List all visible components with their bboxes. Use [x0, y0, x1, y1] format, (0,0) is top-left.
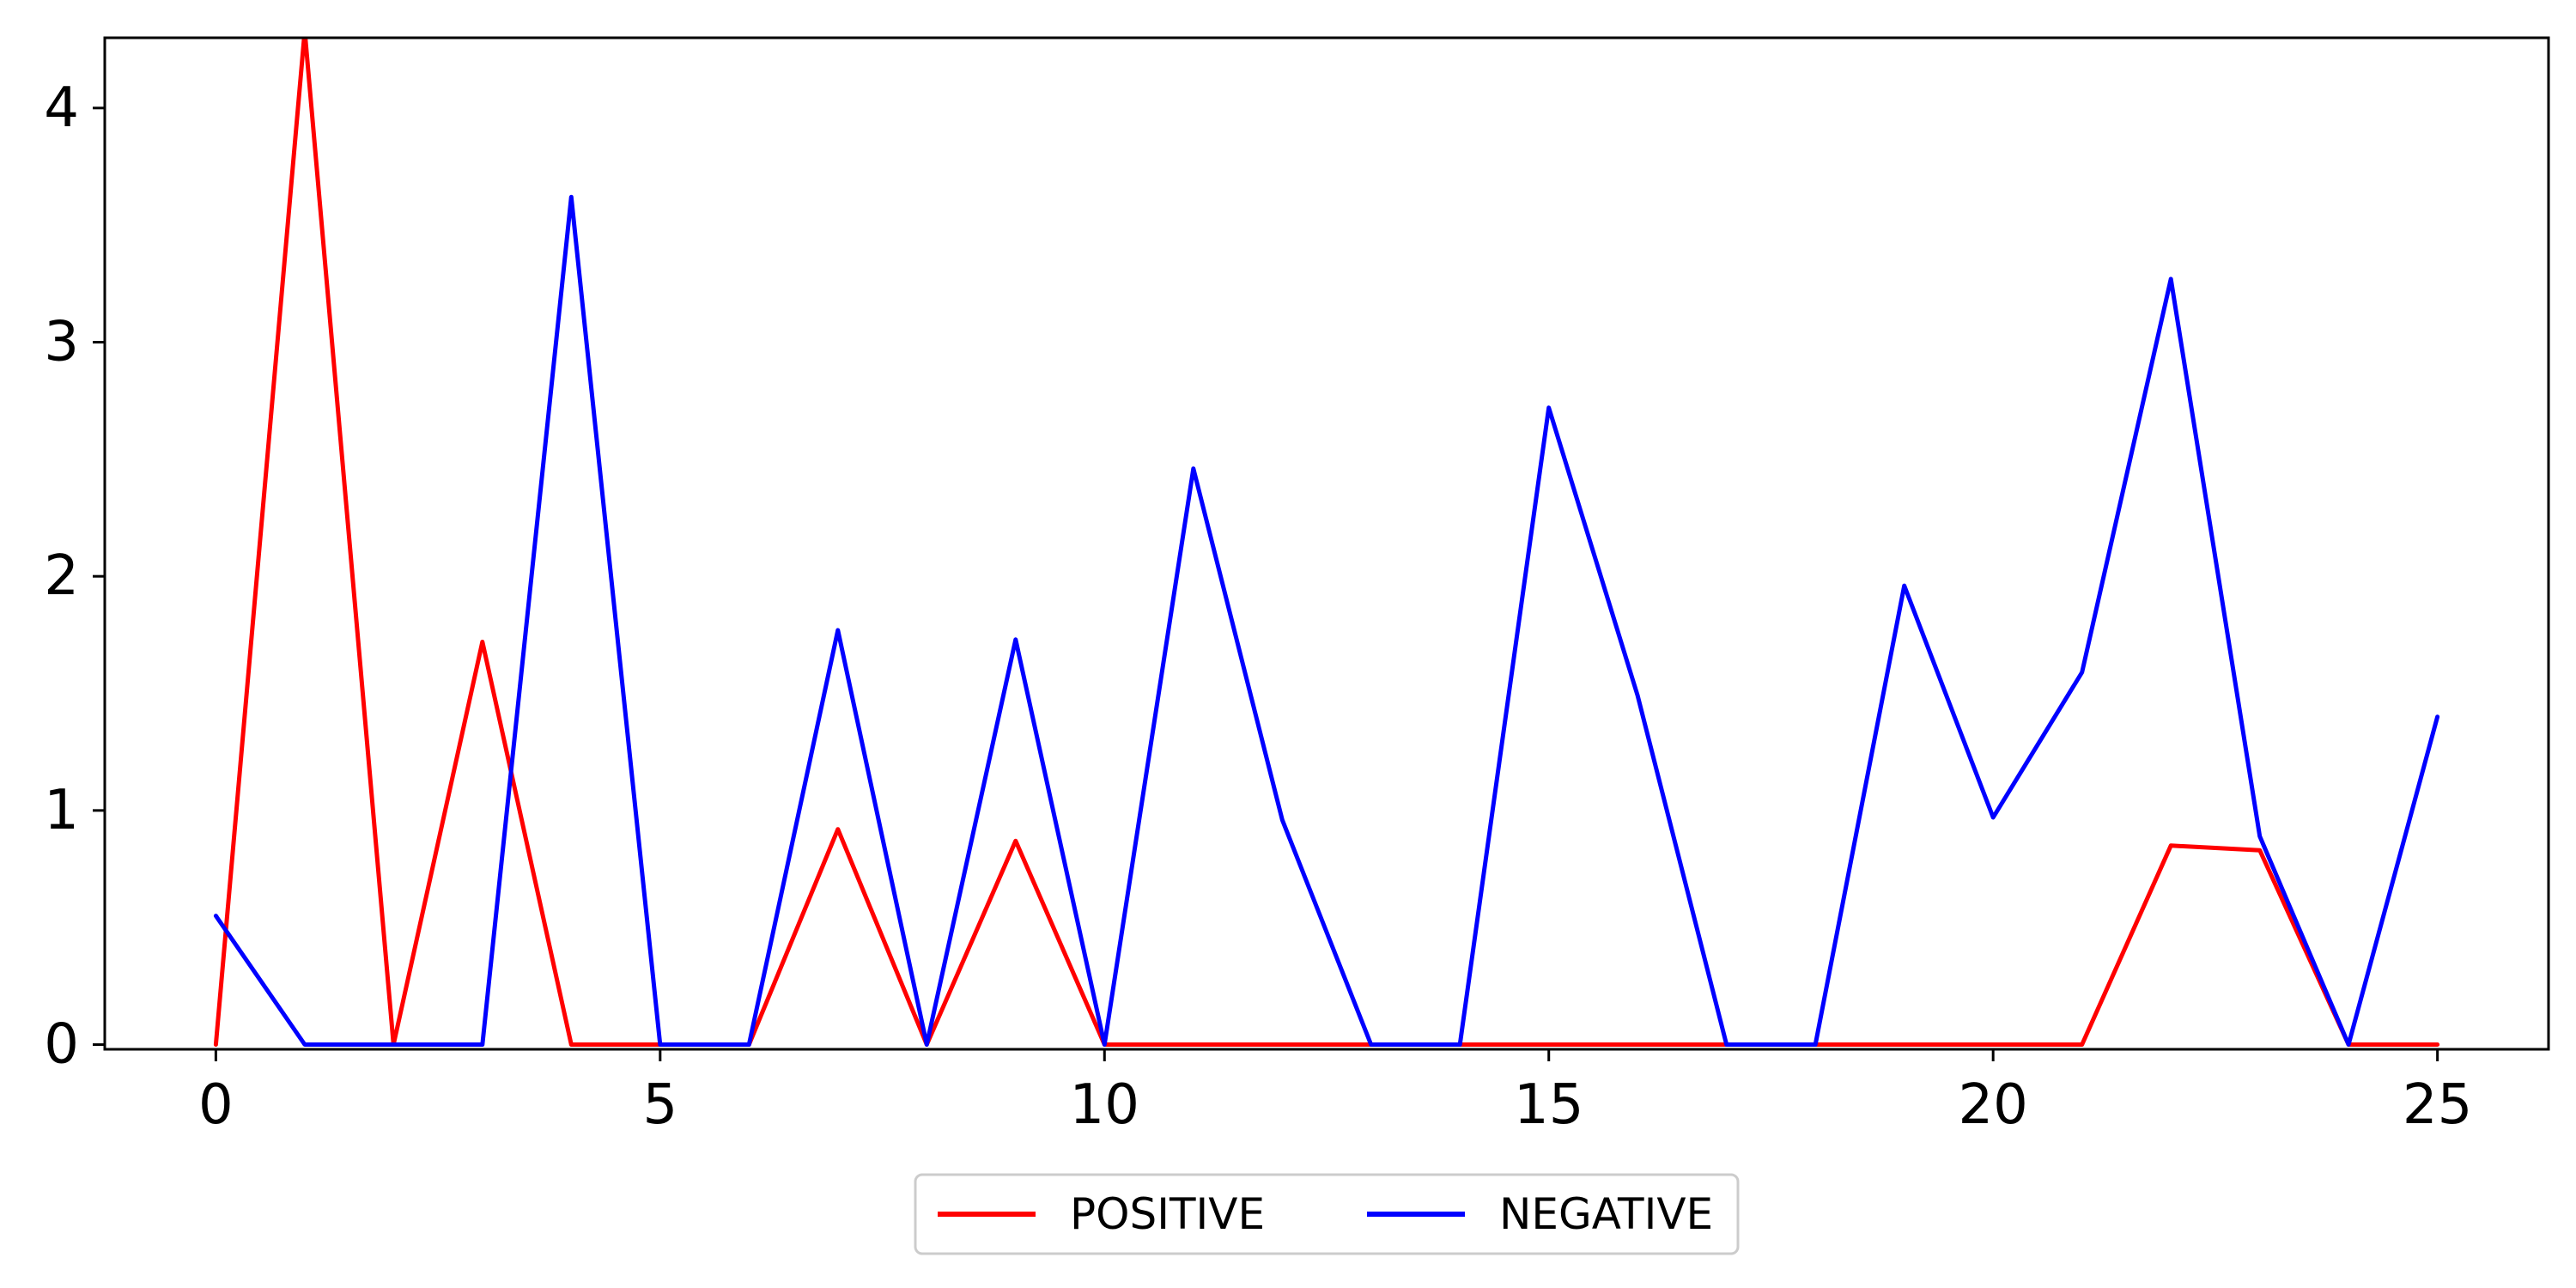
- plot-frame: [103, 36, 2550, 1051]
- series-layer: [213, 38, 2440, 1047]
- series-line-negative: [213, 194, 2440, 1047]
- x-tick-label: 10: [1070, 1073, 1139, 1137]
- x-tick-label: 0: [198, 1073, 234, 1137]
- x-axis: 0 5 10 15 20 25: [198, 1049, 2472, 1137]
- y-axis: 0 1 2 3 4: [44, 76, 105, 1077]
- x-tick-label: 25: [2403, 1073, 2472, 1137]
- series-line-positive: [213, 38, 2440, 1047]
- legend-label-positive: POSITIVE: [1070, 1189, 1265, 1239]
- y-tick-label: 1: [44, 779, 79, 842]
- x-tick-label: 15: [1514, 1073, 1583, 1137]
- y-tick-label: 2: [44, 544, 79, 608]
- x-tick-label: 5: [642, 1073, 677, 1137]
- legend-box: [914, 1173, 1740, 1255]
- x-tick-label: 20: [1958, 1073, 2027, 1137]
- y-tick-label: 3: [44, 310, 79, 374]
- y-tick-label: 0: [44, 1013, 79, 1077]
- legend-label-negative: NEGATIVE: [1499, 1189, 1713, 1239]
- y-tick-label: 4: [44, 76, 79, 140]
- legend: POSITIVE NEGATIVE: [914, 1173, 1740, 1255]
